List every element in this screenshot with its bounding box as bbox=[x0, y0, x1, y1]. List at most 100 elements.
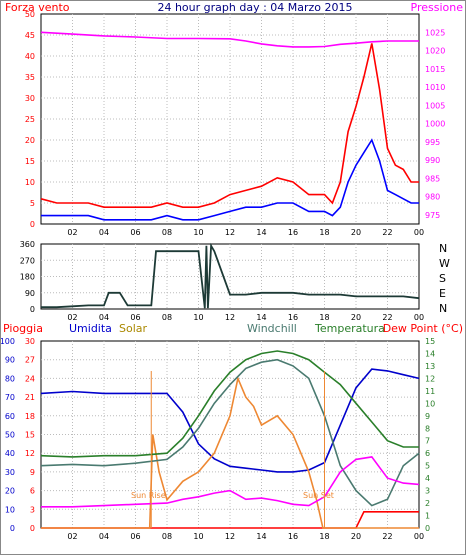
pressure-tick-label: 995 bbox=[425, 138, 440, 147]
wind-tick-label: 5 bbox=[30, 199, 35, 208]
wind-axis-label: Forza vento bbox=[5, 1, 70, 14]
temp-tick-label: 3 bbox=[425, 487, 430, 496]
direction-tick-label: 270 bbox=[20, 256, 35, 265]
series-pressione bbox=[40, 31, 419, 48]
pressure-tick-label: 1000 bbox=[425, 120, 445, 129]
rain-tick-label: 3 bbox=[30, 505, 35, 514]
x-tick-label: 10 bbox=[193, 228, 203, 237]
percent-tick-label: 80 bbox=[5, 374, 15, 383]
temperature-label: Temperatura bbox=[314, 322, 385, 335]
x-tick-label: 06 bbox=[130, 228, 140, 237]
percent-tick-label: 40 bbox=[5, 449, 15, 458]
pressure-tick-label: 985 bbox=[425, 174, 440, 183]
x-tick-label: 08 bbox=[162, 228, 172, 237]
series-gust bbox=[41, 138, 419, 221]
percent-tick-label: 100 bbox=[1, 337, 15, 346]
x-tick-label: 22 bbox=[382, 228, 392, 237]
percent-tick-label: 50 bbox=[5, 431, 15, 440]
pressure-tick-label: 975 bbox=[425, 211, 440, 220]
wind-tick-label: 0 bbox=[30, 220, 35, 229]
x-tick-label: 00 bbox=[414, 228, 424, 237]
series-direction bbox=[41, 242, 420, 309]
temp-tick-label: 7 bbox=[425, 437, 430, 446]
temp-tick-label: 15 bbox=[425, 337, 435, 346]
temp-tick-label: 5 bbox=[425, 462, 430, 471]
x-tick-label: 10 bbox=[193, 313, 203, 322]
x-tick-label: 10 bbox=[193, 532, 203, 541]
temp-tick-label: 13 bbox=[425, 362, 435, 371]
x-tick-label: 20 bbox=[351, 313, 361, 322]
solar-label: Solar bbox=[119, 322, 148, 335]
direction-tick-label: 360 bbox=[20, 240, 35, 249]
dewpoint-label: Dew Point (°C) bbox=[383, 322, 463, 335]
temp-tick-label: 9 bbox=[425, 412, 430, 421]
x-tick-label: 12 bbox=[225, 532, 235, 541]
percent-tick-label: 60 bbox=[5, 412, 15, 421]
rain-tick-label: 18 bbox=[25, 412, 35, 421]
percent-tick-label: 20 bbox=[5, 487, 15, 496]
temp-tick-label: 12 bbox=[425, 374, 435, 383]
temp-tick-label: 6 bbox=[425, 449, 430, 458]
percent-tick-label: 30 bbox=[5, 468, 15, 477]
temp-tick-label: 14 bbox=[425, 349, 435, 358]
x-tick-label: 06 bbox=[130, 532, 140, 541]
direction-tick-label: 0 bbox=[30, 305, 35, 314]
temp-tick-label: 8 bbox=[425, 424, 430, 433]
temp-tick-label: 4 bbox=[425, 474, 430, 483]
x-tick-label: 14 bbox=[256, 313, 266, 322]
x-tick-label: 04 bbox=[99, 313, 109, 322]
x-tick-label: 14 bbox=[256, 532, 266, 541]
sunset-label: Sun Set bbox=[303, 491, 334, 500]
direction-tick-label: 90 bbox=[25, 289, 35, 298]
x-tick-label: 12 bbox=[225, 313, 235, 322]
x-tick-label: 00 bbox=[414, 532, 424, 541]
series-lines bbox=[40, 31, 420, 529]
tick-labels: 02 04 06 08 10 12 14 16 18 20 22 000510152025303540… bbox=[0, 10, 445, 541]
pressure-tick-label: 1005 bbox=[425, 101, 445, 110]
x-tick-label: 08 bbox=[162, 532, 172, 541]
series-forza-vento bbox=[40, 43, 419, 208]
pressure-axis-label: Pressione bbox=[411, 1, 464, 14]
rain-tick-label: 30 bbox=[25, 337, 35, 346]
x-tick-label: 14 bbox=[256, 228, 266, 237]
pressure-tick-label: 1015 bbox=[425, 65, 445, 74]
x-tick-label: 20 bbox=[351, 532, 361, 541]
pressure-tick-label: 980 bbox=[425, 193, 440, 202]
x-tick-label: 16 bbox=[288, 313, 298, 322]
rain-tick-label: 0 bbox=[30, 524, 35, 533]
direction-tick-label: 180 bbox=[20, 273, 35, 282]
humidity-label: Umidita bbox=[69, 322, 112, 335]
compass-n-bottom: N bbox=[439, 302, 447, 315]
wind-tick-label: 25 bbox=[25, 115, 35, 124]
temp-tick-label: 2 bbox=[425, 499, 430, 508]
wind-tick-label: 20 bbox=[25, 136, 35, 145]
temp-tick-label: 0 bbox=[425, 524, 430, 533]
x-tick-label: 06 bbox=[130, 313, 140, 322]
rain-tick-label: 9 bbox=[30, 468, 35, 477]
wind-tick-label: 40 bbox=[25, 52, 35, 61]
wind-tick-label: 45 bbox=[25, 31, 35, 40]
percent-tick-label: 10 bbox=[5, 505, 15, 514]
wind-tick-label: 10 bbox=[25, 178, 35, 187]
wind-tick-label: 15 bbox=[25, 157, 35, 166]
temp-tick-label: 1 bbox=[425, 512, 430, 521]
x-tick-label: 20 bbox=[351, 228, 361, 237]
series-temperatura bbox=[40, 350, 419, 458]
wind-tick-label: 30 bbox=[25, 94, 35, 103]
temp-tick-label: 11 bbox=[425, 387, 435, 396]
series-solar bbox=[41, 375, 419, 529]
x-tick-label: 12 bbox=[225, 228, 235, 237]
rain-tick-label: 12 bbox=[25, 449, 35, 458]
rain-tick-label: 21 bbox=[25, 393, 35, 402]
x-tick-label: 22 bbox=[382, 532, 392, 541]
sunrise-label: Sun Rise bbox=[131, 491, 166, 500]
percent-tick-label: 0 bbox=[10, 524, 15, 533]
compass-n-top: N bbox=[439, 242, 447, 255]
pressure-tick-label: 1010 bbox=[425, 83, 445, 92]
series-umidita bbox=[40, 368, 420, 473]
compass-s: S bbox=[439, 272, 446, 285]
x-tick-label: 02 bbox=[67, 313, 77, 322]
compass-e: E bbox=[439, 287, 446, 300]
